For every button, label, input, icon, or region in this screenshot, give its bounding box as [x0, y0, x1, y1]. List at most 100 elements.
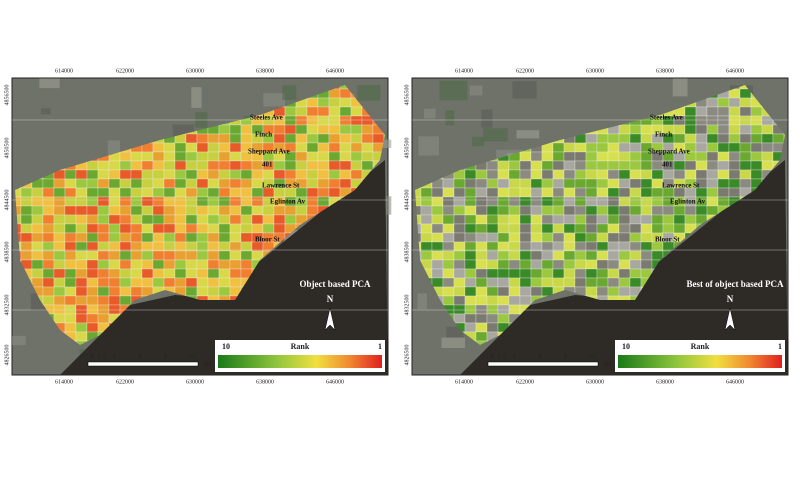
rank-patch: [475, 286, 488, 297]
satellite-texture: [107, 140, 121, 156]
rank-patch: [552, 214, 565, 225]
rank-patch: [651, 223, 664, 234]
side-tick-label: 4856500: [4, 85, 10, 106]
rank-patch: [508, 286, 521, 297]
rank-patch: [442, 259, 455, 270]
rank-patch: [552, 232, 565, 243]
rank-patch: [739, 97, 752, 108]
satellite-texture: [441, 337, 465, 349]
rank-patch: [563, 142, 576, 153]
rank-patch: [119, 196, 132, 207]
rank-patch: [64, 268, 77, 279]
rank-patch: [130, 259, 143, 270]
rank-patch: [497, 196, 510, 207]
rank-patch: [629, 223, 642, 234]
rank-patch: [728, 133, 741, 144]
rank-patch: [229, 151, 242, 162]
rank-patch: [130, 223, 143, 234]
rank-patch: [152, 277, 165, 288]
rank-patch: [31, 268, 44, 279]
rank-patch: [717, 124, 730, 135]
rank-patch: [717, 97, 730, 108]
rank-patch: [585, 178, 598, 189]
rank-patch: [119, 232, 132, 243]
legend-title: Rank: [691, 342, 710, 351]
rank-patch: [97, 214, 110, 225]
rank-patch: [163, 259, 176, 270]
rank-patch: [728, 160, 741, 171]
rank-patch: [607, 205, 620, 216]
rank-patch: [185, 196, 198, 207]
rank-patch: [339, 124, 352, 135]
rank-patch: [497, 241, 510, 252]
rank-patch: [475, 241, 488, 252]
rank-patch: [317, 187, 330, 198]
rank-patch: [97, 313, 110, 324]
rank-patch: [420, 205, 433, 216]
rank-patch: [306, 97, 319, 108]
rank-patch: [563, 214, 576, 225]
rank-patch: [284, 106, 297, 117]
scale-label: 6: [539, 353, 542, 359]
rank-patch: [629, 214, 642, 225]
rank-patch: [108, 304, 121, 315]
rank-patch: [464, 232, 477, 243]
rank-patch: [552, 160, 565, 171]
rank-patch: [31, 196, 44, 207]
rank-patch: [706, 178, 719, 189]
rank-patch: [75, 241, 88, 252]
rank-patch: [218, 286, 231, 297]
bottom-tick-label: 646000: [326, 379, 344, 385]
rank-patch: [541, 268, 554, 279]
scale-label: 9: [164, 353, 167, 359]
rank-patch: [563, 241, 576, 252]
rank-patch: [585, 187, 598, 198]
rank-patch: [185, 286, 198, 297]
rank-patch: [442, 250, 455, 261]
rank-patch: [541, 196, 554, 207]
rank-patch: [130, 250, 143, 261]
bottom-tick-label: 646000: [726, 379, 744, 385]
rank-patch: [64, 295, 77, 306]
rank-patch: [196, 133, 209, 144]
rank-patch: [574, 223, 587, 234]
rank-patch: [519, 259, 532, 270]
rank-patch: [20, 250, 33, 261]
rank-patch: [350, 142, 363, 153]
rank-patch: [706, 169, 719, 180]
rank-patch: [717, 178, 730, 189]
rank-patch: [640, 124, 653, 135]
map-title: Best of object based PCA: [687, 279, 784, 289]
rank-patch: [185, 205, 198, 216]
rank-patch: [130, 151, 143, 162]
rank-patch: [53, 304, 66, 315]
rank-patch: [508, 223, 521, 234]
rank-patch: [640, 178, 653, 189]
rank-patch: [251, 196, 264, 207]
rank-patch: [86, 268, 99, 279]
rank-patch: [317, 151, 330, 162]
rank-patch: [618, 214, 631, 225]
rank-patch: [750, 106, 763, 117]
rank-patch: [497, 259, 510, 270]
rank-patch: [497, 160, 510, 171]
rank-patch: [618, 187, 631, 198]
rank-patch: [464, 169, 477, 180]
rank-patch: [475, 340, 488, 345]
rank-patch: [607, 241, 620, 252]
rank-patch: [475, 277, 488, 288]
rank-patch: [640, 232, 653, 243]
rank-patch: [475, 169, 488, 180]
satellite-texture: [191, 87, 202, 108]
street-label: Sheppard Ave: [648, 148, 690, 156]
rank-patch: [207, 160, 220, 171]
rank-patch: [497, 268, 510, 279]
rank-patch: [761, 124, 774, 135]
rank-patch: [141, 160, 154, 171]
rank-patch: [574, 250, 587, 261]
rank-patch: [673, 160, 686, 171]
rank-patch: [339, 178, 352, 189]
rank-patch: [497, 169, 510, 180]
rank-patch: [240, 196, 253, 207]
